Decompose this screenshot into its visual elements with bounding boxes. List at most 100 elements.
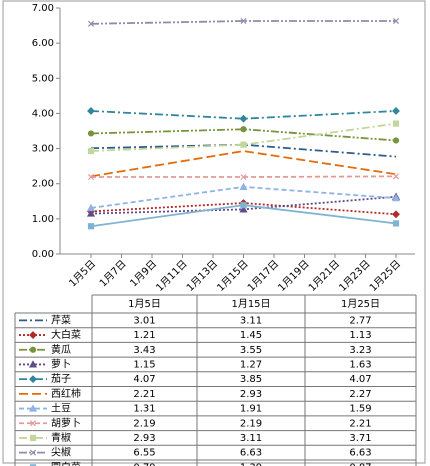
legend-label: 尖椒 <box>51 446 71 459</box>
table-value: 2.21 <box>349 418 371 429</box>
x-tick-label: 1月23日 <box>337 258 373 294</box>
x-tick-label: 1月11日 <box>154 258 190 294</box>
table-header: 1月5日 <box>128 298 161 310</box>
marker <box>29 449 37 456</box>
table-value: 4.07 <box>349 374 371 385</box>
legend-label: 青椒 <box>51 431 71 444</box>
table-value: 2.77 <box>349 315 371 326</box>
marker <box>87 130 95 137</box>
table-value: 1.45 <box>240 330 262 341</box>
marker <box>87 147 95 155</box>
marker <box>240 174 247 181</box>
legend-label: 黄瓜 <box>51 343 71 356</box>
x-tick-label: 1月25日 <box>367 258 403 294</box>
marker <box>392 137 400 144</box>
marker <box>29 434 37 442</box>
x-tick-label: 1月5日 <box>67 258 99 290</box>
x-tick-label: 1月13日 <box>184 258 220 294</box>
legend-label: 圆白菜 <box>51 460 81 466</box>
table-value: 3.11 <box>240 315 262 326</box>
marker <box>28 404 38 412</box>
x-tick-label: 1月15日 <box>215 258 251 294</box>
marker <box>392 210 400 219</box>
table-value: 2.93 <box>240 389 262 400</box>
table-value: 2.27 <box>349 389 371 400</box>
table-header: 1月25日 <box>341 298 380 310</box>
y-tick-label: 1.00 <box>32 214 54 225</box>
table-value: 0.79 <box>133 462 155 466</box>
marker <box>87 107 95 115</box>
series-line <box>90 122 397 152</box>
table-value: 6.63 <box>349 448 371 459</box>
legend-label: 茄子 <box>51 372 71 385</box>
y-tick-label: 4.00 <box>32 108 54 119</box>
table-value: 3.85 <box>240 374 262 385</box>
marker <box>239 205 248 213</box>
y-tick-label: 2.00 <box>32 179 54 190</box>
table-value: 6.63 <box>240 448 262 459</box>
table-value: 1.59 <box>349 404 371 415</box>
series-line <box>90 128 397 142</box>
table-value: 3.55 <box>240 345 262 356</box>
marker <box>29 375 37 384</box>
marker <box>86 203 96 212</box>
y-tick-label: 3.00 <box>32 144 54 155</box>
table-value: 2.21 <box>133 389 155 400</box>
series-line <box>90 20 396 25</box>
marker <box>29 464 37 466</box>
table-value: 1.21 <box>133 330 155 341</box>
table-value: 2.93 <box>133 433 155 444</box>
table-value: 1.15 <box>133 359 155 370</box>
table-value: 2.19 <box>240 418 262 429</box>
marker <box>29 420 37 427</box>
x-tick-label: 1月17日 <box>245 258 281 294</box>
table-value: 1.31 <box>133 404 155 415</box>
table-value: 3.01 <box>133 315 155 326</box>
y-tick-label: 5.00 <box>32 73 54 84</box>
table-value: 3.71 <box>349 433 371 444</box>
marker <box>87 20 95 27</box>
marker <box>29 346 37 353</box>
table-value: 1.91 <box>240 404 262 415</box>
legend-label: 胡萝卜 <box>51 416 81 429</box>
marker <box>392 173 400 180</box>
table-header: 1月15日 <box>231 298 270 310</box>
marker <box>29 331 37 339</box>
marker <box>240 141 247 148</box>
y-tick-label: 6.00 <box>32 38 54 49</box>
marker <box>28 360 38 368</box>
table-value: 1.39 <box>240 462 262 466</box>
marker <box>240 126 247 133</box>
marker <box>240 202 247 209</box>
x-tick-label: 1月19日 <box>276 258 312 294</box>
table-value: 3.43 <box>133 345 155 356</box>
legend-label: 大白菜 <box>51 328 81 341</box>
table-value: 2.19 <box>133 418 155 429</box>
series-line <box>90 143 397 158</box>
table-value: 3.23 <box>349 345 371 356</box>
marker <box>392 107 400 115</box>
marker <box>239 182 248 190</box>
legend-label: 土豆 <box>51 402 71 415</box>
marker <box>392 17 400 25</box>
series-line <box>90 110 397 120</box>
table-value: 1.13 <box>349 330 371 341</box>
marker <box>240 17 247 25</box>
marker <box>87 223 95 230</box>
table-value: 1.27 <box>240 359 262 370</box>
table-value: 0.87 <box>349 462 371 466</box>
legend-label: 西红柿 <box>51 387 81 400</box>
marker <box>239 114 248 123</box>
table-value: 4.07 <box>133 374 155 385</box>
marker <box>391 193 401 202</box>
legend-label: 萝卜 <box>51 358 71 370</box>
legend-label: 芹菜 <box>51 314 71 326</box>
table-value: 3.11 <box>240 433 262 444</box>
marker <box>87 174 95 181</box>
x-tick-label: 1月7日 <box>97 258 129 290</box>
marker <box>86 209 96 217</box>
table-value: 6.55 <box>133 448 155 459</box>
y-tick-label: 7.00 <box>32 3 54 14</box>
